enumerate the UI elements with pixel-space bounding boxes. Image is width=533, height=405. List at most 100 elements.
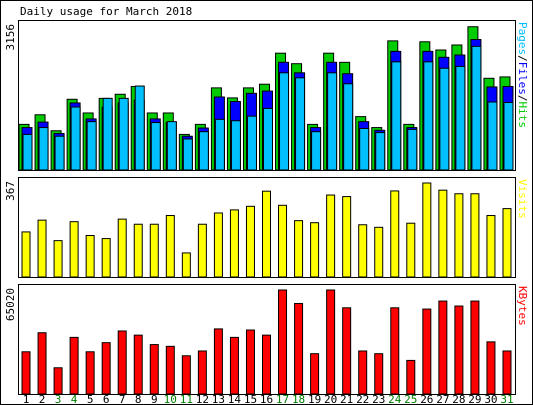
bar-pages (118, 97, 129, 171)
bar-pages (295, 77, 306, 171)
bar-kbytes (454, 305, 464, 395)
day-label: 11 (180, 393, 193, 405)
bar-kbytes (486, 341, 496, 395)
bar-visits (149, 223, 159, 278)
bar-kbytes (326, 289, 336, 395)
panel-kbytes: 65020 KBytes (4, 284, 529, 395)
bar-pages (311, 131, 322, 171)
panel-legend: Pages/Files/Hits (516, 22, 529, 128)
day-label: 19 (308, 393, 321, 405)
legend-part: / (516, 95, 529, 102)
panel-legend: KBytes (516, 286, 529, 326)
panel-max-label: 367 (4, 181, 17, 201)
bar-kbytes (53, 367, 63, 395)
bar-pages (391, 61, 402, 171)
day-label: 6 (103, 393, 110, 405)
day-label: 22 (356, 393, 369, 405)
bar-visits (213, 212, 223, 278)
bar-pages (455, 65, 466, 171)
bar-pages (503, 101, 514, 171)
bar-kbytes (37, 332, 47, 395)
bar-visits (310, 222, 320, 278)
day-label: 13 (212, 393, 225, 405)
bar-visits (294, 220, 304, 278)
legend-part: / (516, 55, 529, 62)
legend-part: Hits (516, 102, 529, 129)
bar-pages (375, 132, 386, 171)
bar-kbytes (406, 359, 416, 395)
bar-pages (102, 97, 113, 171)
bar-kbytes (358, 350, 368, 395)
day-label: 14 (228, 393, 242, 405)
legend-part: Visits (516, 179, 529, 219)
bar-pages (38, 127, 49, 171)
bar-pages (279, 72, 290, 171)
bar-visits (374, 226, 384, 278)
bar-visits (117, 218, 127, 278)
bar-kbytes (390, 307, 400, 395)
bar-visits (245, 205, 255, 278)
bar-kbytes (278, 289, 288, 395)
bar-pages (70, 106, 81, 171)
bar-visits (165, 215, 175, 278)
day-label: 2 (39, 393, 46, 405)
bar-visits (21, 231, 31, 278)
bar-kbytes (165, 345, 175, 395)
bar-pages (134, 85, 145, 171)
bar-kbytes (85, 351, 95, 395)
day-label: 30 (484, 393, 497, 405)
bar-pages (86, 121, 97, 171)
bar-pages (150, 122, 161, 171)
bar-visits (85, 235, 95, 278)
bar-kbytes (69, 336, 79, 395)
panel-max-label: 3156 (4, 24, 17, 51)
bar-visits (262, 190, 271, 278)
bar-visits (133, 223, 143, 278)
bar-pages (263, 107, 273, 171)
panel-visits: 367 Visits (4, 177, 529, 278)
day-label: 20 (324, 393, 337, 405)
bar-kbytes (197, 350, 207, 395)
bar-kbytes (101, 342, 111, 395)
bar-kbytes (502, 350, 512, 395)
bar-pages (22, 133, 33, 171)
bar-visits (37, 219, 47, 278)
bar-pages (439, 67, 450, 171)
bar-visits (486, 215, 496, 278)
day-label: 28 (452, 393, 465, 405)
day-label: 31 (500, 393, 513, 405)
chart-title: Daily usage for March 2018 (20, 5, 192, 18)
bar-visits (470, 193, 480, 278)
day-label: 27 (436, 393, 449, 405)
bar-kbytes (422, 308, 432, 395)
day-label: 3 (55, 393, 62, 405)
bar-visits (197, 223, 207, 278)
day-label: 7 (119, 393, 126, 405)
bar-pages (246, 115, 257, 171)
panel-pages-files-hits: 3156 Pages/Files/Hits (4, 20, 529, 171)
bar-pages (198, 131, 209, 171)
bar-kbytes (438, 300, 448, 395)
bar-visits (406, 222, 416, 278)
bar-visits (229, 209, 239, 278)
day-label: 8 (135, 393, 142, 405)
legend-part: Files (516, 62, 529, 95)
bar-kbytes (133, 334, 143, 395)
legend-part: Pages (516, 22, 529, 55)
bar-kbytes (310, 353, 320, 395)
bar-visits (358, 224, 368, 278)
bar-visits (342, 196, 352, 278)
day-label: 9 (151, 393, 158, 405)
day-label: 24 (388, 393, 402, 405)
bar-pages (166, 121, 177, 171)
day-label: 23 (372, 393, 385, 405)
bar-kbytes (470, 300, 480, 395)
day-label: 1 (23, 393, 30, 405)
day-labels: 1 2 3 4 5 6 7 8 9 10 11 12 13 14 15 16 17 18 19 20 21 22 23 24 2… (23, 393, 514, 405)
bar-pages (214, 118, 225, 171)
day-label: 15 (244, 393, 257, 405)
bar-pages (327, 72, 338, 171)
bar-kbytes (262, 334, 271, 395)
bar-pages (182, 138, 193, 171)
bar-pages (407, 128, 418, 171)
